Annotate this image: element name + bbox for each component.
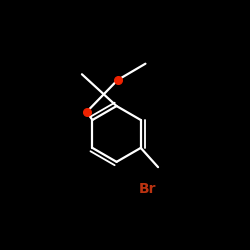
Text: Br: Br: [138, 182, 156, 196]
